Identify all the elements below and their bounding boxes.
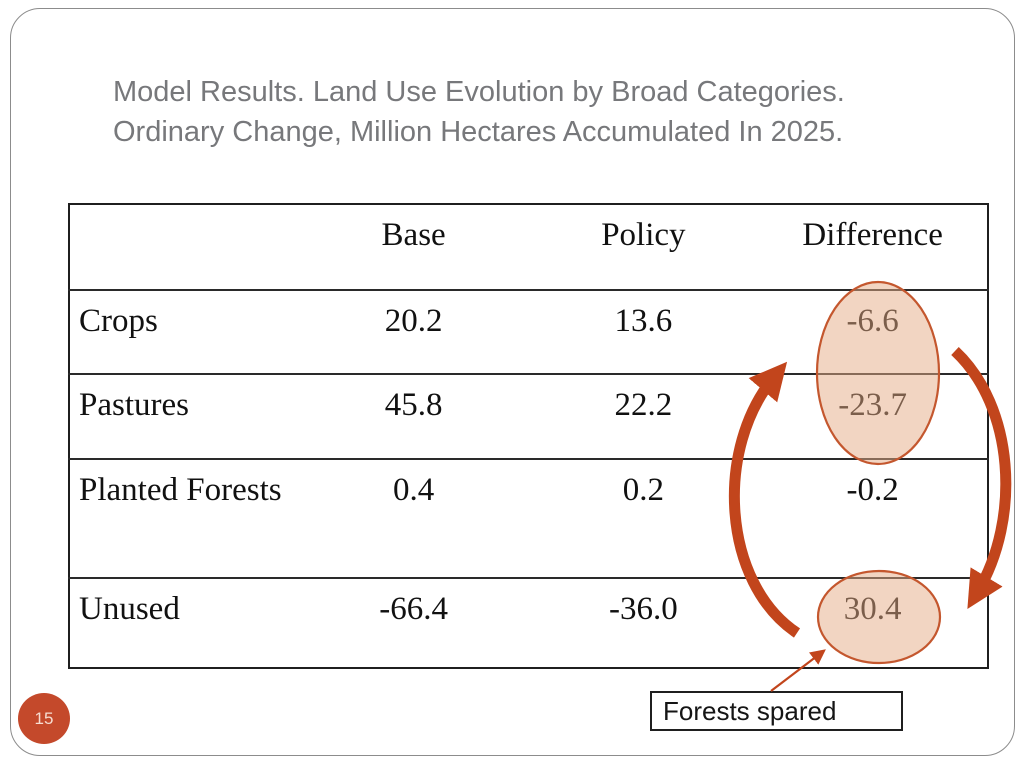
header-policy: Policy (601, 217, 686, 253)
row-label: Unused (79, 591, 180, 627)
cell-unused-policy: -36.0 (609, 591, 678, 627)
cell-planted-difference: -0.2 (846, 472, 899, 508)
row-label: Planted Forests (79, 472, 282, 508)
table-row-crops: Crops 20.2 13.6 -6.6 (69, 290, 988, 374)
results-table: Base Policy Difference Crops 20.2 13.6 -… (68, 203, 989, 669)
cell-crops-policy: 13.6 (614, 303, 673, 339)
cell-pastures-difference: -23.7 (838, 387, 907, 423)
page-number: 15 (34, 708, 54, 728)
cell-planted-base: 0.4 (393, 472, 435, 508)
row-label: Crops (79, 303, 158, 339)
cell-planted-policy: 0.2 (622, 472, 664, 508)
page-number-badge: 15 (18, 693, 70, 744)
row-label: Pastures (79, 387, 189, 423)
cell-crops-base: 20.2 (384, 303, 443, 339)
table-header-row: Base Policy Difference (69, 204, 988, 290)
header-empty (69, 204, 299, 290)
cell-pastures-base: 45.8 (384, 387, 443, 423)
callout-label: Forests spared (663, 696, 837, 726)
callout-box: Forests spared (650, 691, 903, 731)
table-row-planted-forests: Planted Forests 0.4 0.2 -0.2 (69, 459, 988, 578)
header-difference: Difference (802, 217, 943, 253)
cell-pastures-policy: 22.2 (614, 387, 673, 423)
cell-unused-difference: 30.4 (843, 591, 902, 627)
header-base: Base (381, 217, 446, 253)
table-row-pastures: Pastures 45.8 22.2 -23.7 (69, 374, 988, 459)
slide-title-line2: Ordinary Change, Million Hectares Accumu… (113, 116, 844, 148)
cell-crops-difference: -6.6 (846, 303, 899, 339)
slide-title: Model Results. Land Use Evolution by Bro… (113, 72, 973, 152)
table-row-unused: Unused -66.4 -36.0 30.4 (69, 578, 988, 668)
cell-unused-base: -66.4 (379, 591, 448, 627)
slide-title-line1: Model Results. Land Use Evolution by Bro… (113, 76, 845, 108)
